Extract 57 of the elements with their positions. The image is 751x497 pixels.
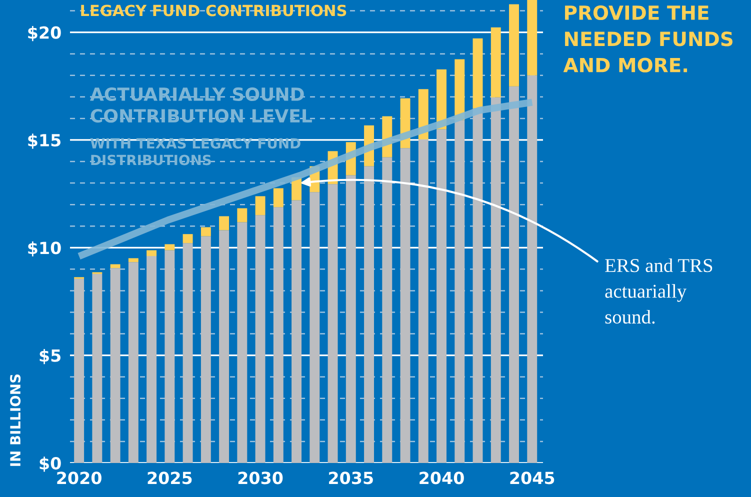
- bar: [164, 244, 175, 250]
- bar: [182, 243, 193, 463]
- bar: [364, 166, 374, 463]
- bar: [509, 4, 519, 86]
- x-tick-label: 2035: [329, 472, 373, 484]
- bar: [273, 207, 284, 463]
- bar: [490, 27, 501, 98]
- bar: [472, 38, 483, 108]
- y-tick-label: $0: [40, 456, 61, 472]
- x-tick-label: 2020: [57, 472, 102, 484]
- bar: [200, 227, 211, 236]
- bar: [454, 120, 465, 463]
- annotation: ERS and TRS actuarially sound.: [605, 258, 712, 324]
- bar: [255, 215, 266, 463]
- y-tick-label: $20: [28, 26, 61, 42]
- x-tick-label: 2025: [148, 472, 192, 484]
- x-tick-label: 2030: [238, 472, 283, 484]
- bar: [110, 264, 120, 268]
- bar: [182, 234, 193, 244]
- bar: [509, 86, 519, 463]
- text: LEGACY FUND CONTRIBUTIONS: [81, 4, 346, 16]
- bar: [400, 148, 410, 463]
- x-tick-label: 2045: [510, 472, 554, 484]
- text: ACTUARIALLY SOUND CONTRIBUTION LEVEL: [90, 87, 312, 123]
- bar: [128, 258, 138, 262]
- bar: [74, 278, 84, 463]
- bar: [164, 250, 175, 463]
- bar: [310, 192, 320, 463]
- bar: [146, 256, 157, 463]
- bar: [382, 157, 392, 463]
- bar: [346, 175, 356, 463]
- bar: [237, 208, 248, 222]
- bar: [128, 262, 138, 463]
- bar: [292, 200, 302, 463]
- y-axis-title: IN BILLIONS: [10, 374, 21, 466]
- bar: [273, 188, 284, 208]
- bar: [436, 129, 446, 463]
- bar: [219, 230, 230, 463]
- y-tick-label: $15: [28, 134, 61, 149]
- y-tick-label: $5: [40, 348, 61, 364]
- bar: [237, 222, 248, 463]
- bar: [110, 268, 120, 463]
- bar: [527, 75, 538, 463]
- bar: [472, 108, 483, 463]
- bar: [418, 139, 428, 463]
- bar: [219, 216, 230, 230]
- bar: [146, 250, 157, 256]
- bar: [527, 0, 538, 76]
- x-tick-label: 2040: [420, 472, 464, 484]
- y-tick-label: $10: [28, 241, 61, 256]
- annotation: WITH TEXAS LEGACY FUND DISTRIBUTIONS: [90, 138, 300, 166]
- bar: [328, 184, 338, 463]
- bar: [255, 196, 266, 216]
- text: PROVIDE THE NEEDED FUNDS AND MORE.: [563, 5, 732, 72]
- bar: [92, 274, 102, 463]
- bar: [490, 97, 501, 463]
- bar: [200, 236, 211, 463]
